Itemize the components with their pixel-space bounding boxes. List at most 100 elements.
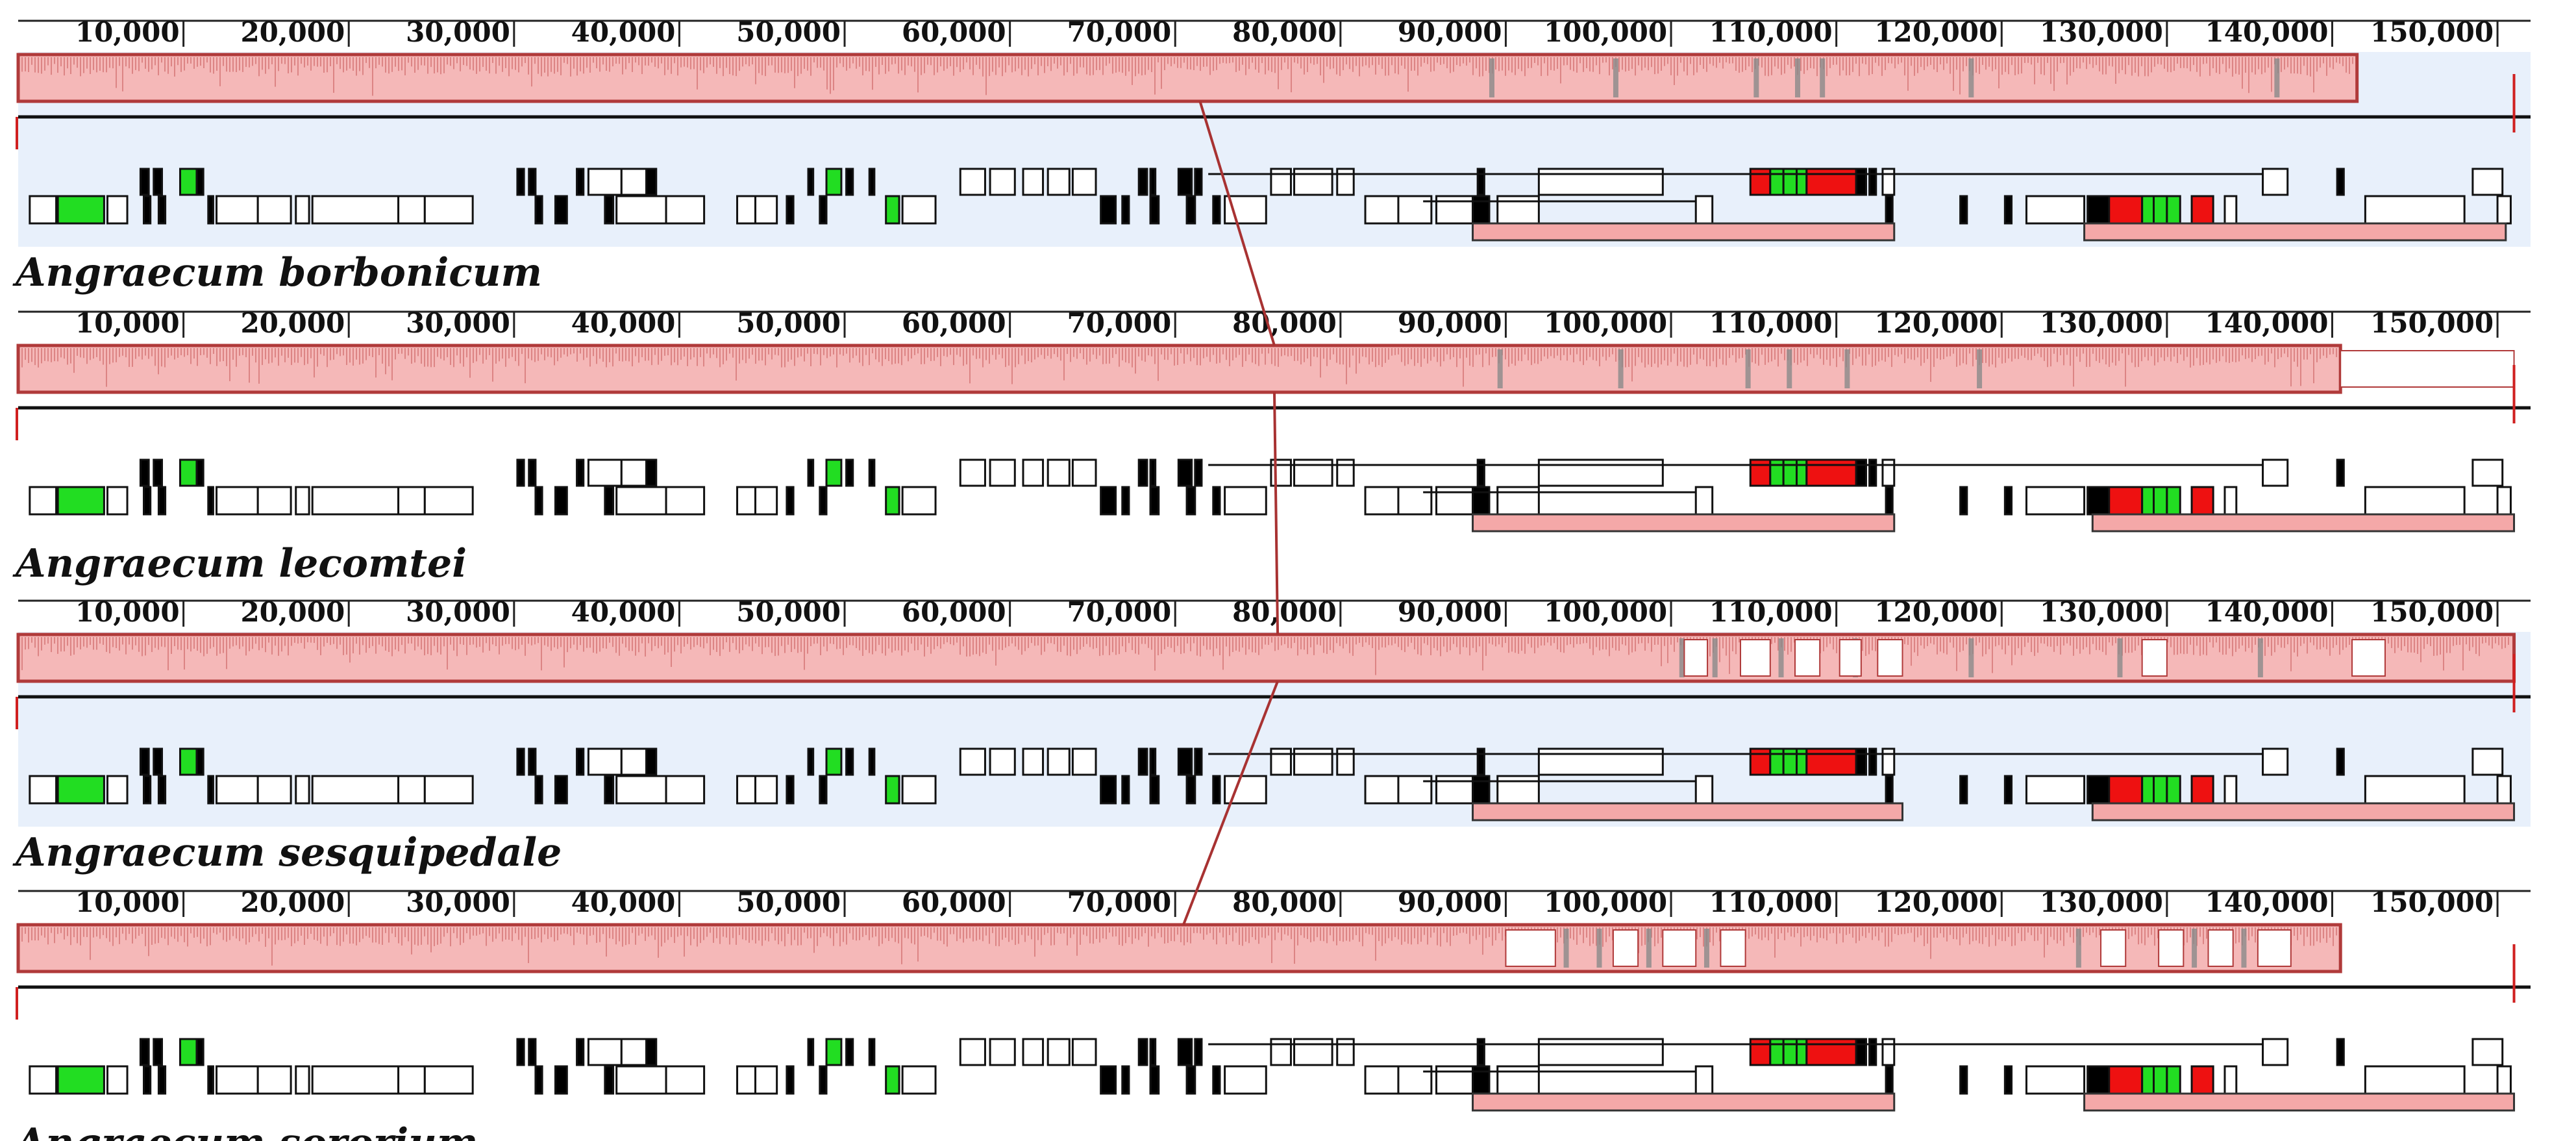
ruler-tick-label: 120,000: [1874, 16, 1998, 48]
gene-black: [1185, 775, 1196, 805]
gene-box: [2364, 1065, 2466, 1095]
gene-box: [901, 775, 937, 805]
gene-black: [604, 486, 615, 516]
gene-box: [1364, 195, 1400, 225]
gene-box: [397, 1065, 426, 1095]
gene-box: [106, 775, 129, 805]
gene-black: [1868, 168, 1877, 196]
gene-box: [754, 1065, 778, 1095]
gene-black: [1959, 775, 1968, 805]
gene-red: [1805, 168, 1857, 196]
gene-box: [2262, 1038, 2289, 1066]
ruler-tick-label: 20,000: [240, 596, 345, 628]
ruler-tick-label: 100,000: [1544, 596, 1667, 628]
gene-red: [2190, 1065, 2214, 1095]
gene-box: [615, 486, 667, 516]
gene-red: [1805, 1038, 1857, 1066]
gene-box: [1435, 1065, 1474, 1095]
gene-box: [1022, 168, 1045, 196]
gene-black: [1137, 1038, 1148, 1066]
lcb-unaligned-block: [1839, 639, 1862, 677]
gene-box: [1435, 486, 1474, 516]
gene-box: [2364, 775, 2466, 805]
lcb-gap: [1778, 638, 1784, 677]
gene-green: [1782, 747, 1798, 776]
ir-region: [1472, 513, 1896, 533]
gene-black: [2336, 458, 2345, 487]
lcb-unaligned-block: [2158, 929, 2185, 967]
gene-green: [1769, 458, 1785, 487]
gene-black: [1100, 486, 1117, 516]
ruler-tick-label: 150,000: [2370, 596, 2494, 628]
gene-box: [2223, 195, 2238, 225]
genome-panel-1: 10,000 20,000 30,000 40,000 50,000 60,000 70,0…: [12, 16, 2531, 295]
gene-black: [554, 1065, 568, 1095]
gene-green: [2141, 486, 2155, 516]
ruler-tick-label: 50,000: [736, 596, 841, 628]
gene-box: [665, 775, 706, 805]
gene-green: [179, 168, 198, 196]
gene-black: [554, 195, 568, 225]
gene-black: [1476, 168, 1485, 196]
gene-black: [2336, 747, 2345, 776]
gene-box: [1694, 195, 1714, 225]
species-label: Angraecum sororium: [12, 1120, 478, 1141]
gene-box: [1071, 1038, 1097, 1066]
gene-red: [2108, 775, 2144, 805]
ruler-tick-label: 50,000: [736, 16, 841, 48]
gene-box: [1881, 1038, 1896, 1066]
gene-box: [736, 775, 757, 805]
gene-black: [516, 747, 525, 776]
gene-black: [868, 458, 876, 487]
gene-box: [2496, 775, 2512, 805]
gene-green: [825, 458, 843, 487]
gene-green: [825, 1038, 843, 1066]
gene-box: [2496, 486, 2512, 516]
lcb-gap: [1977, 349, 1983, 388]
gene-black: [207, 775, 214, 805]
genome-panel-4: 10,000 20,000 30,000 40,000 50,000 60,000 70,0…: [12, 886, 2531, 1141]
gene-box: [1537, 1038, 1664, 1066]
ruler-tick-label: 20,000: [240, 886, 345, 918]
lcb-gap: [1753, 58, 1759, 97]
ruler-tick-label: 40,000: [571, 16, 676, 48]
gene-red: [2190, 486, 2214, 516]
gene-black: [153, 168, 164, 196]
ir-region: [1472, 222, 1896, 242]
gene-black: [819, 775, 828, 805]
gene-black: [1185, 195, 1196, 225]
gene-box: [620, 1038, 647, 1066]
gene-black: [1149, 168, 1157, 196]
gene-black: [1149, 486, 1160, 516]
gene-black: [1472, 1065, 1491, 1095]
gene-black: [1868, 747, 1877, 776]
ruler-tick-label: 30,000: [406, 886, 510, 918]
lcb-unaligned-block: [1720, 929, 1746, 967]
gene-box: [587, 1038, 623, 1066]
lcb-unaligned-block: [1505, 929, 1556, 967]
gene-black: [153, 1038, 164, 1066]
ruler-tick-label: 70,000: [1067, 16, 1171, 48]
gene-box: [1336, 458, 1355, 487]
gene-red: [1749, 458, 1772, 487]
gene-black: [554, 486, 568, 516]
gene-black: [153, 747, 164, 776]
gene-black: [1137, 747, 1148, 776]
gene-green: [885, 775, 900, 805]
gene-green: [2153, 195, 2168, 225]
gene-black: [2003, 195, 2013, 225]
gene-black: [1100, 195, 1117, 225]
gene-black: [1194, 168, 1203, 196]
gene-box: [295, 1065, 310, 1095]
gene-box: [1397, 195, 1433, 225]
gene-black: [1149, 775, 1160, 805]
ruler-tick-label: 50,000: [736, 307, 841, 339]
gene-black: [2003, 1065, 2013, 1095]
lcb-unaligned-block: [2141, 639, 2168, 677]
gene-box: [1293, 1038, 1333, 1066]
gene-black: [604, 1065, 615, 1095]
gene-box: [106, 486, 129, 516]
gene-black: [845, 168, 854, 196]
gene-box: [587, 458, 623, 487]
